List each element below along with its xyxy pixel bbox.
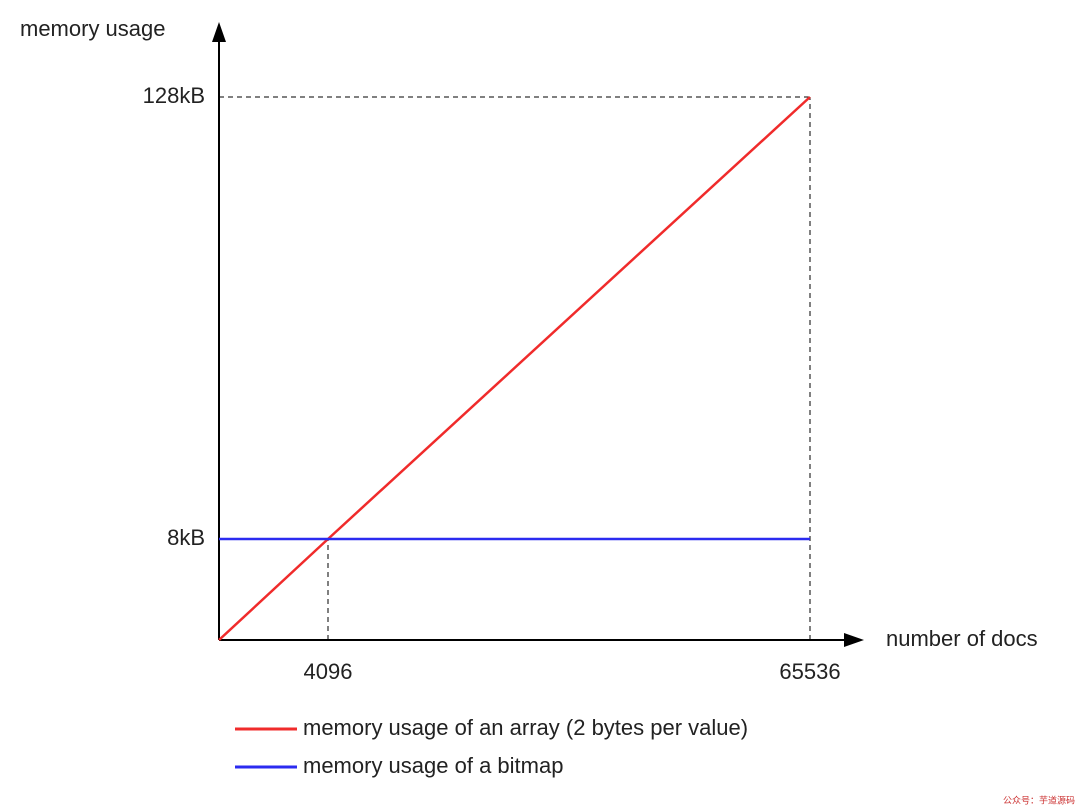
y-axis-label: memory usage [20, 16, 166, 41]
x-tick-label: 4096 [304, 659, 353, 684]
y-tick-label: 128kB [143, 83, 205, 108]
y-tick-label: 8kB [167, 525, 205, 550]
x-axis-label: number of docs [886, 626, 1038, 651]
legend-label: memory usage of an array (2 bytes per va… [303, 715, 748, 740]
x-tick-label: 65536 [779, 659, 840, 684]
series-line [218, 96, 811, 641]
x-axis-arrow [844, 633, 864, 647]
y-axis-arrow [212, 22, 226, 42]
watermark: 公众号：芋道源码 [1003, 794, 1075, 805]
legend-label: memory usage of a bitmap [303, 753, 563, 778]
